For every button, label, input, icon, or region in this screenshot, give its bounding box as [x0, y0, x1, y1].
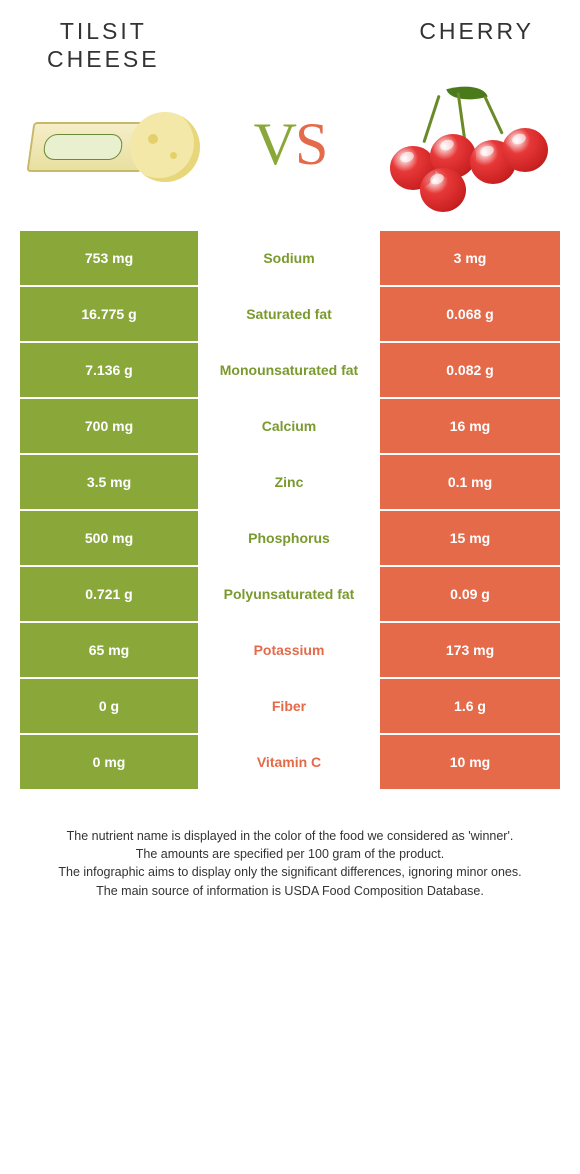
nutrient-label: Sodium [200, 231, 380, 285]
table-row: 753 mgSodium3 mg [20, 231, 560, 287]
left-value: 753 mg [20, 231, 200, 285]
right-value: 0.09 g [380, 567, 560, 621]
left-value: 500 mg [20, 511, 200, 565]
footnote-line: The nutrient name is displayed in the co… [50, 827, 530, 845]
comparison-table: 753 mgSodium3 mg16.775 gSaturated fat0.0… [20, 229, 560, 791]
table-row: 0.721 gPolyunsaturated fat0.09 g [20, 567, 560, 623]
nutrient-label: Potassium [200, 623, 380, 677]
right-value: 0.082 g [380, 343, 560, 397]
right-value: 0.068 g [380, 287, 560, 341]
table-row: 0 gFiber1.6 g [20, 679, 560, 735]
table-row: 0 mgVitamin C10 mg [20, 735, 560, 791]
nutrient-label: Calcium [200, 399, 380, 453]
footnote-line: The infographic aims to display only the… [50, 863, 530, 881]
right-value: 173 mg [380, 623, 560, 677]
left-value: 7.136 g [20, 343, 200, 397]
nutrient-label: Phosphorus [200, 511, 380, 565]
right-value: 0.1 mg [380, 455, 560, 509]
right-value: 1.6 g [380, 679, 560, 733]
nutrient-label: Vitamin C [200, 735, 380, 789]
footnote-line: The main source of information is USDA F… [50, 882, 530, 900]
left-food-title: TILSITCHEESE [10, 18, 197, 73]
left-value: 0 g [20, 679, 200, 733]
vs-label: VS [254, 110, 327, 179]
table-row: 16.775 gSaturated fat0.068 g [20, 287, 560, 343]
left-value: 65 mg [20, 623, 200, 677]
left-value: 0.721 g [20, 567, 200, 621]
right-value: 16 mg [380, 399, 560, 453]
left-value: 0 mg [20, 735, 200, 789]
table-row: 700 mgCalcium16 mg [20, 399, 560, 455]
left-value: 16.775 g [20, 287, 200, 341]
right-food-image [380, 89, 550, 199]
footnote-line: The amounts are specified per 100 gram o… [50, 845, 530, 863]
table-row: 500 mgPhosphorus15 mg [20, 511, 560, 567]
header: TILSITCHEESE . CHERRY [0, 0, 580, 79]
nutrient-label: Saturated fat [200, 287, 380, 341]
nutrient-label: Zinc [200, 455, 380, 509]
right-value: 10 mg [380, 735, 560, 789]
images-row: VS [0, 79, 580, 229]
right-food-title: CHERRY [383, 18, 570, 46]
right-value: 15 mg [380, 511, 560, 565]
left-food-image [30, 89, 200, 199]
table-row: 7.136 gMonounsaturated fat0.082 g [20, 343, 560, 399]
nutrient-label: Fiber [200, 679, 380, 733]
footnote: The nutrient name is displayed in the co… [50, 827, 530, 900]
table-row: 65 mgPotassium173 mg [20, 623, 560, 679]
cherries-icon [380, 84, 550, 204]
nutrient-label: Polyunsaturated fat [200, 567, 380, 621]
nutrient-label: Monounsaturated fat [200, 343, 380, 397]
left-value: 700 mg [20, 399, 200, 453]
left-value: 3.5 mg [20, 455, 200, 509]
right-value: 3 mg [380, 231, 560, 285]
cheese-icon [30, 104, 200, 184]
vs-s: S [295, 111, 326, 177]
table-row: 3.5 mgZinc0.1 mg [20, 455, 560, 511]
vs-v: V [254, 111, 295, 177]
